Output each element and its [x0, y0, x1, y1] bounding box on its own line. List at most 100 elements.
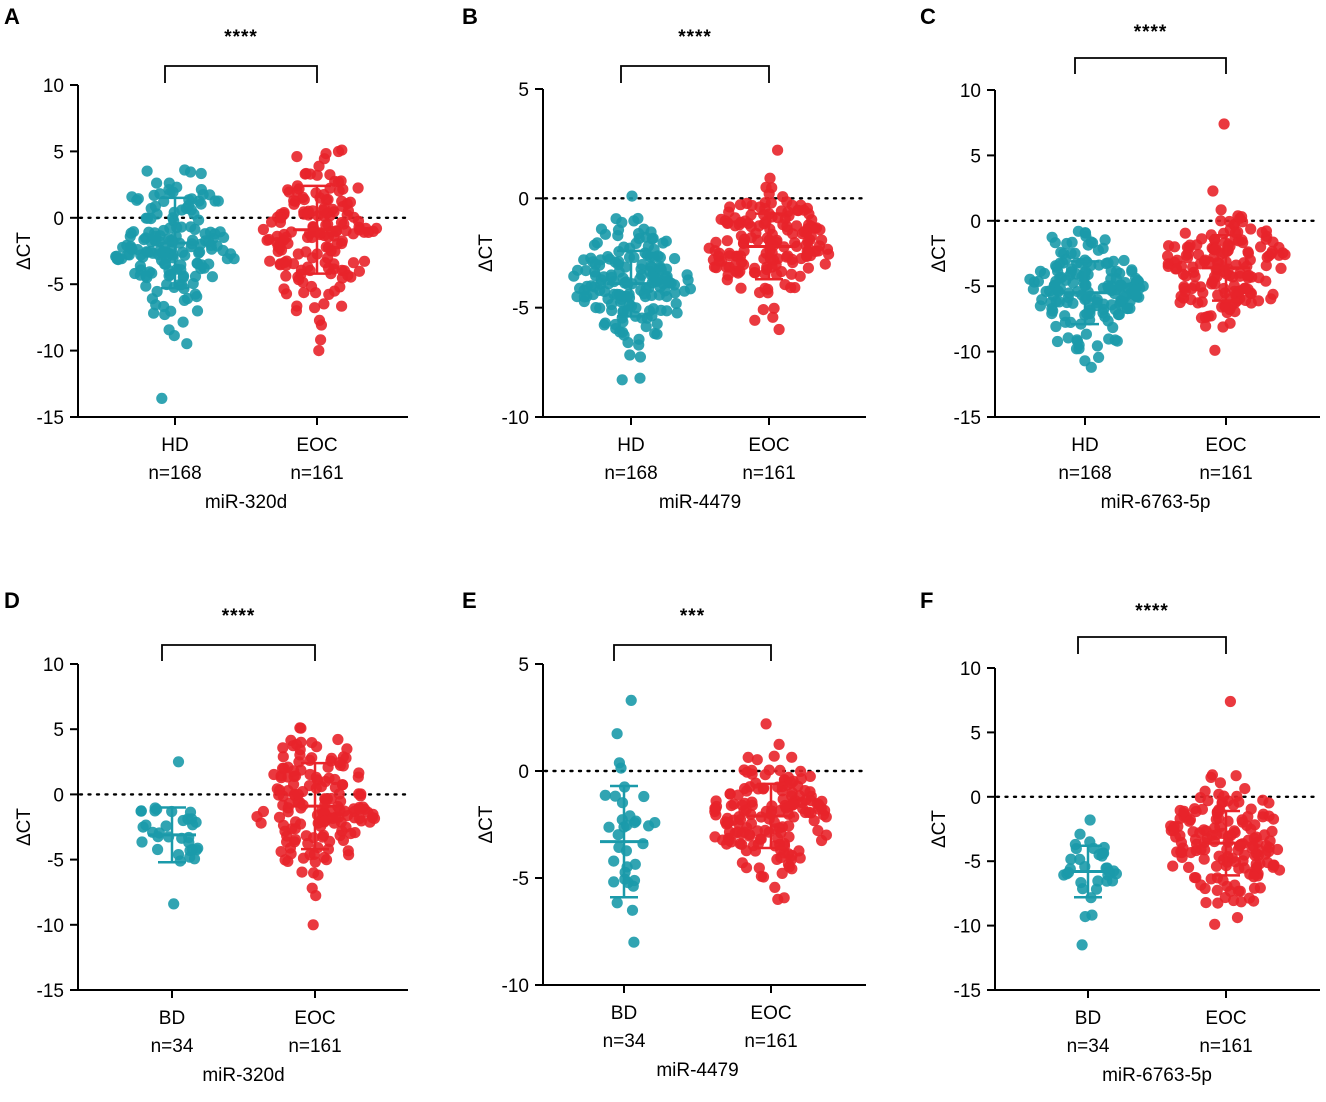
data-point [741, 785, 753, 797]
y-tick-label: -10 [37, 916, 64, 937]
data-point [757, 304, 769, 316]
data-point [1061, 868, 1073, 880]
panel-letter: E [462, 588, 477, 613]
data-point [135, 805, 147, 817]
data-point [1137, 280, 1149, 292]
y-tick-label: 10 [960, 81, 981, 102]
data-point [805, 230, 817, 243]
data-point [723, 247, 736, 259]
group-eoc [703, 144, 835, 336]
data-point [1119, 291, 1131, 303]
data-point [771, 234, 783, 246]
data-point [156, 392, 168, 404]
data-point [1200, 897, 1212, 909]
data-point [1257, 811, 1269, 823]
group-bd [1058, 814, 1122, 951]
data-point [772, 144, 784, 156]
data-point [764, 172, 776, 184]
data-point [310, 890, 322, 902]
data-point [618, 329, 630, 341]
data-point [140, 270, 152, 282]
data-point [641, 249, 653, 261]
data-point [284, 842, 296, 854]
data-point [1169, 241, 1181, 253]
y-axis-label: ΔCT [929, 234, 950, 272]
data-point [1110, 273, 1122, 285]
data-point [322, 761, 334, 773]
data-point [352, 771, 364, 783]
significance-bracket [161, 644, 316, 661]
data-point [1266, 245, 1278, 257]
significance-label: *** [680, 606, 705, 627]
data-point [282, 802, 294, 814]
category-label: EOC [1205, 1008, 1246, 1029]
data-point [1103, 282, 1115, 294]
group-eoc [251, 722, 381, 931]
data-point [1248, 895, 1260, 907]
y-tick-label: 10 [43, 655, 64, 676]
data-point [1239, 282, 1251, 294]
data-point [773, 738, 785, 751]
data-point [179, 249, 191, 261]
data-point [749, 314, 761, 326]
data-point [761, 261, 773, 273]
y-tick-label: 5 [518, 655, 529, 676]
data-point [1096, 850, 1108, 862]
data-point [785, 777, 798, 789]
data-point [117, 241, 129, 253]
category-label: HD [617, 435, 644, 456]
sample-size-label: n=161 [744, 1031, 797, 1052]
category-label: HD [161, 435, 188, 456]
data-point [1038, 267, 1050, 280]
data-point [605, 271, 618, 284]
data-point [167, 212, 179, 224]
data-point [1208, 835, 1220, 848]
data-point [759, 203, 771, 215]
data-point [616, 374, 628, 386]
data-point [801, 202, 814, 214]
data-point [1027, 283, 1039, 295]
data-point [1209, 822, 1221, 834]
data-point [1054, 272, 1066, 284]
data-point [776, 867, 788, 880]
data-point [1194, 827, 1206, 839]
data-point [336, 825, 348, 837]
data-point [638, 790, 650, 803]
significance-bracket [620, 65, 770, 83]
data-point [310, 287, 322, 299]
group-bd [599, 694, 661, 948]
data-point [345, 828, 357, 840]
data-point [275, 772, 287, 784]
data-point [1091, 296, 1103, 308]
data-point [167, 186, 179, 198]
y-tick-label: -5 [47, 851, 64, 872]
mirna-label: miR-6763-5p [1101, 492, 1211, 513]
data-point [264, 255, 276, 267]
data-point [626, 190, 638, 202]
data-point [295, 722, 307, 734]
data-point [595, 278, 607, 290]
data-point [612, 224, 625, 236]
chart-panel-f: F 10 5 0 -5 -10 -15 ΔCT **** BD n=34 EOC n=161 miR-67… [920, 588, 1322, 1086]
data-point [783, 210, 795, 222]
data-point [1234, 267, 1246, 279]
chart-panel-c: C 10 5 0 -5 -10 -15 ΔCT **** HD n=168 EOC n=161 miR-6… [920, 4, 1322, 513]
data-point [804, 770, 816, 783]
y-tick-label: 5 [970, 146, 981, 167]
data-point [184, 166, 197, 178]
data-point [1233, 863, 1245, 875]
data-point [1257, 794, 1269, 806]
data-point [278, 762, 290, 775]
data-point [352, 215, 365, 227]
data-point [812, 825, 824, 837]
data-point [206, 271, 218, 283]
y-axis-label: ΔCT [14, 232, 35, 270]
data-point [783, 820, 795, 832]
group-hd [110, 164, 240, 404]
data-point [1183, 815, 1195, 827]
data-point [189, 270, 202, 282]
y-tick-label: -15 [954, 408, 981, 429]
data-point [341, 743, 353, 755]
